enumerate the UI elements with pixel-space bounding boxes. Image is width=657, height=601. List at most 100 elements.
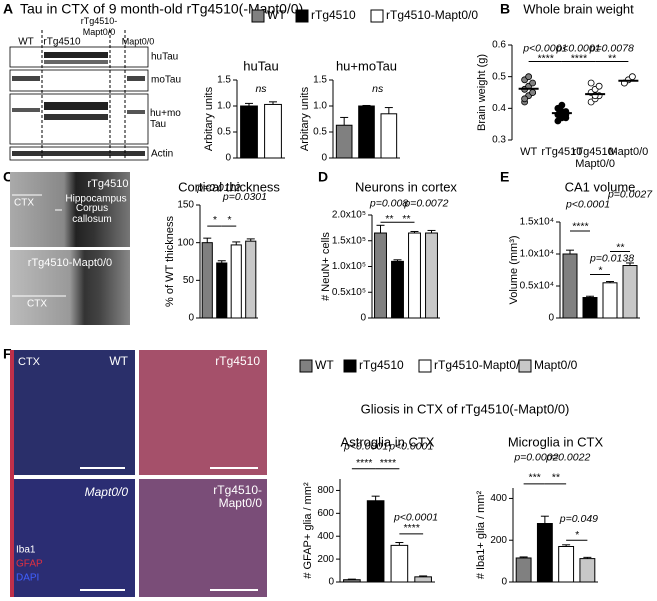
panel-letter: E xyxy=(500,169,509,185)
lane-label: WT xyxy=(18,37,34,48)
annotation: * xyxy=(598,264,603,276)
data-point xyxy=(529,79,537,87)
bar xyxy=(230,244,242,319)
data-point xyxy=(521,95,529,103)
y-tick-label: 0.5 xyxy=(313,127,327,138)
y-tick-label: 0 xyxy=(225,153,231,164)
y-tick-label: 0 xyxy=(501,577,507,588)
lane-dividers xyxy=(41,30,126,160)
y-tick-label: 0.5x10⁴ xyxy=(520,281,554,292)
panel-letter: D xyxy=(318,169,328,185)
image-label: Corpus callosum xyxy=(72,203,112,225)
annotation: ns xyxy=(255,83,267,95)
annotation: * xyxy=(575,529,580,541)
image-label: rTg4510-Mapt0/0 xyxy=(28,257,112,269)
micrograph xyxy=(10,479,135,597)
bar xyxy=(558,545,575,583)
data-point xyxy=(525,73,533,81)
annotation: p<0.0001 xyxy=(393,512,438,524)
legend-swatch xyxy=(518,359,532,373)
image-label: CTX xyxy=(14,198,34,209)
annotation: p=0.0301 xyxy=(222,191,267,203)
bar xyxy=(201,242,213,319)
annotation: ** xyxy=(551,471,560,483)
image-label: rTg4510 xyxy=(88,178,129,190)
y-tick-label: 1.0 xyxy=(313,101,327,112)
chart-title: Microglia in CTX xyxy=(508,434,604,449)
y-tick-label: 0.6 xyxy=(492,40,506,51)
figure-title: Tau in CTX of 9 month-old rTg4510(-Mapt0… xyxy=(20,1,303,17)
y-tick-label: 0.4 xyxy=(492,103,506,114)
y-tick-label: 1.5x10⁵ xyxy=(332,235,366,246)
y-tick-label: 1.5 xyxy=(217,75,231,86)
annotation: p=0.008 xyxy=(369,197,408,209)
annotation: p=0.0072 xyxy=(403,197,448,209)
annotation: ns xyxy=(372,83,384,95)
y-axis-label: % of WT thickness xyxy=(164,216,176,307)
y-axis-label: # Iba1+ glia / mm² xyxy=(475,490,487,579)
annotation: **** xyxy=(570,52,587,64)
row-label: moTau xyxy=(151,75,181,86)
y-tick-label: 100 xyxy=(177,237,194,248)
x-tick-label: rTg4510-Mapt0/0 xyxy=(572,146,618,170)
legend-label: WT xyxy=(267,8,286,22)
y-tick-label: 200 xyxy=(490,535,507,546)
y-tick-label: 800 xyxy=(317,485,334,496)
bar xyxy=(562,253,578,319)
image-label: rTg4510-Mapt0/0 xyxy=(213,483,262,510)
bar xyxy=(622,265,638,319)
legend-swatch xyxy=(343,359,357,373)
bar xyxy=(390,544,409,583)
y-tick-label: 1.0 xyxy=(217,101,231,112)
bar xyxy=(264,103,282,159)
y-axis-label: # NeuN+ cells xyxy=(320,232,332,301)
annotation: **** xyxy=(379,457,396,469)
annotation: **** xyxy=(572,220,589,232)
image-label: Iba1 xyxy=(16,545,36,556)
y-tick-label: 600 xyxy=(317,508,334,519)
blot-bands xyxy=(12,52,145,156)
chart-title: Neurons in cortex xyxy=(355,179,457,194)
legend-label: WT xyxy=(315,358,334,372)
annotation: p=0.0112 xyxy=(196,182,240,194)
scale-bars xyxy=(80,467,258,591)
bar xyxy=(425,232,438,319)
y-tick-label: 1.0x10⁵ xyxy=(332,261,366,272)
image-label: DAPI xyxy=(16,573,39,584)
image-arrows xyxy=(12,194,66,297)
y-tick-label: 200 xyxy=(317,554,334,565)
annotation: ** xyxy=(385,213,394,225)
chart-title: CA1 volume xyxy=(565,179,636,194)
annotation: ** xyxy=(616,241,625,253)
annotation: *** xyxy=(528,471,541,483)
micrograph xyxy=(10,172,130,247)
annotation: p<0.0001 xyxy=(522,43,567,55)
annotation: * xyxy=(227,214,232,226)
annotation: p<0.0001 xyxy=(343,441,388,453)
lane-label: rTg4510-Mapt0/0 xyxy=(80,16,118,37)
chart-title: huTau xyxy=(243,58,278,73)
y-tick-label: 0.5 xyxy=(217,127,231,138)
annotation: **** xyxy=(403,522,420,534)
row-label: huTau xyxy=(151,52,178,63)
legend-swatch xyxy=(295,9,309,23)
y-axis-label: # GFAP+ glia / mm² xyxy=(302,482,314,579)
y-tick-label: 1.5 xyxy=(313,75,327,86)
legend-label: rTg4510 xyxy=(359,358,404,372)
y-tick-label: 1.0x10⁴ xyxy=(520,249,554,260)
bar xyxy=(515,557,532,583)
chart-title: Whole brain weight xyxy=(523,1,634,16)
pia xyxy=(10,350,14,597)
y-tick-label: 150 xyxy=(177,200,194,211)
bar xyxy=(391,260,404,319)
micrograph xyxy=(139,350,267,475)
x-tick-label: WT xyxy=(520,146,538,158)
y-tick-label: 1.5x10⁴ xyxy=(520,217,554,228)
data-point xyxy=(587,79,595,87)
y-axis-label: Brain weight (g) xyxy=(476,54,488,131)
image-label: WT xyxy=(109,354,128,368)
annotation: ** xyxy=(608,52,617,64)
bar xyxy=(582,297,598,319)
bar xyxy=(335,124,353,159)
bar xyxy=(366,500,385,583)
